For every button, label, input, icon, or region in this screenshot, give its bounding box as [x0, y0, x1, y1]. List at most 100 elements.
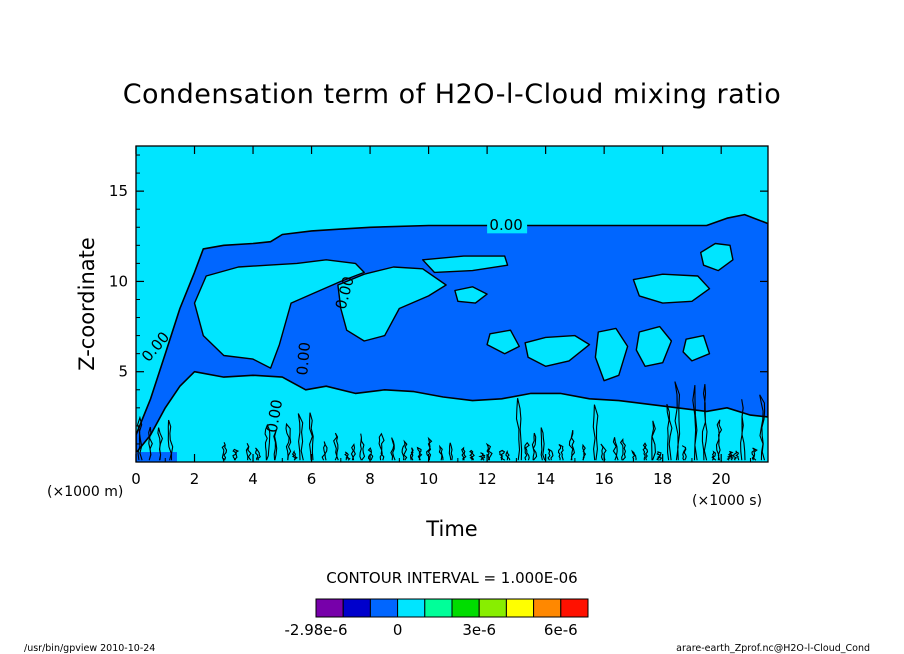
boundary-contour [333, 432, 339, 461]
colorbar: -2.98e-6 0 3e-6 6e-6 [285, 598, 589, 639]
boundary-contour [367, 447, 374, 461]
x-tick-label: 20 [712, 470, 731, 488]
colorbar-swatch-0 [315, 598, 344, 618]
inner-region-4 [632, 273, 711, 304]
boundary-contour [692, 385, 698, 461]
boundary-contour [540, 427, 546, 461]
boundary-contour [568, 429, 575, 461]
y-tick-label: 15 [109, 182, 128, 200]
boundary-contour [666, 403, 673, 461]
boundary-contour [410, 447, 414, 461]
x-tick-label: 10 [419, 470, 438, 488]
colorbar-label: 0 [393, 621, 403, 639]
footer-right: arare-earth_Zprof.nc@H2O-l-Cloud_Cond [676, 643, 870, 654]
x-axis: 0 2 4 6 8 10 12 14 16 18 20 [131, 146, 751, 488]
boundary-contour [416, 446, 423, 461]
contour-label-low: 0.00 [263, 398, 287, 434]
contour-label-top: 0.00 [489, 216, 522, 234]
inner-region-9 [486, 329, 520, 355]
chart-title: Condensation term of H2O-l-Cloud mixing … [123, 79, 782, 110]
boundary-contour [232, 448, 240, 461]
boundary-contour [485, 442, 493, 461]
x-axis-label: Time [425, 517, 477, 541]
boundary-contour [740, 399, 746, 461]
boundary-contour [681, 445, 687, 461]
inner-region-2 [422, 255, 509, 274]
x-tick-label: 12 [478, 470, 497, 488]
boundary-contour [612, 437, 619, 461]
surface-region [136, 452, 177, 462]
boundary-contour [619, 437, 626, 461]
colorbar-swatch-2 [369, 598, 399, 618]
boundary-contour [557, 444, 564, 461]
boundary-contour [438, 444, 444, 461]
boundary-contour [157, 427, 163, 461]
boundary-contour [309, 412, 314, 461]
inner-region-3 [454, 286, 488, 304]
boundary-contour [582, 443, 587, 461]
x-tick-label: 18 [653, 470, 672, 488]
inner-region-0 [193, 259, 365, 369]
boundary-contour [656, 451, 663, 461]
inner-region-6 [524, 334, 591, 367]
boundary-contour [426, 436, 433, 461]
boundary-contour [631, 449, 637, 461]
boundary-contour [137, 415, 143, 461]
boundary-contour [759, 394, 766, 461]
y-axis-label: Z-coordinate [75, 237, 99, 371]
boundary-contour [478, 452, 486, 461]
boundary-contour [297, 413, 304, 461]
boundary-contour [359, 433, 366, 461]
colorbar-swatch-1 [342, 598, 371, 618]
boundary-contour [167, 419, 174, 461]
x-tick-label: 14 [536, 470, 555, 488]
boundary-contour [245, 443, 252, 461]
boundary-contour [524, 441, 530, 461]
boundary-contour [321, 441, 328, 461]
boundary-contour [715, 419, 723, 461]
contour-regions [136, 213, 768, 462]
x-tick-label: 0 [131, 470, 141, 488]
boundary-layer-contours [137, 381, 766, 461]
boundary-contour [390, 437, 396, 461]
boundary-contour [674, 381, 681, 461]
footer-left: /usr/bin/gpview 2010-10-24 [24, 643, 155, 654]
boundary-contour [726, 450, 734, 461]
boundary-contour [701, 384, 708, 461]
x-tick-label: 4 [248, 470, 258, 488]
y-tick-label: 5 [118, 363, 128, 381]
inner-region-5 [700, 242, 734, 272]
colorbar-label: -2.98e-6 [285, 621, 348, 639]
plot-area: 0.000.00 0.000.000.00 [136, 146, 768, 462]
boundary-contour [378, 432, 385, 461]
inner-region-1 [337, 266, 447, 342]
colorbar-swatch-6 [478, 598, 507, 618]
boundary-contour [711, 450, 717, 461]
boundary-contour [469, 449, 475, 461]
x-axis-unit: (×1000 s) [692, 493, 762, 509]
boundary-contour [592, 404, 599, 461]
x-tick-label: 16 [595, 470, 614, 488]
boundary-contour [498, 449, 506, 461]
boundary-contour [448, 442, 453, 461]
inner-region-7 [594, 327, 629, 382]
boundary-contour [401, 439, 408, 461]
boundary-contour [733, 450, 740, 461]
x-tick-label: 2 [190, 470, 200, 488]
boundary-contour [651, 420, 656, 461]
boundary-contour [221, 442, 228, 461]
contour-label-mid: 0.00 [293, 341, 314, 376]
boundary-contour [285, 422, 292, 461]
colorbar-swatch-9 [560, 598, 589, 618]
y-tick-label: 10 [109, 272, 128, 290]
boundary-contour [547, 448, 554, 461]
boundary-contour [255, 447, 262, 461]
inner-region-8 [635, 325, 673, 367]
colorbar-swatch-5 [451, 598, 480, 618]
boundary-contour [350, 443, 356, 461]
boundary-contour [751, 447, 758, 461]
colorbar-label: 3e-6 [462, 621, 496, 639]
plot-frame [135, 145, 769, 463]
boundary-contour [531, 432, 538, 461]
